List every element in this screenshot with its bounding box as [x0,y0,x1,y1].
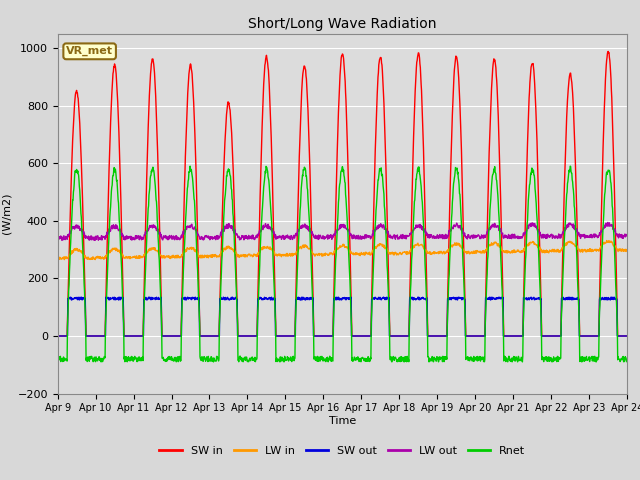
LW out [54,234,61,240]
Rnet [186,163,194,169]
SW out [54,333,61,339]
Rnet [431,355,439,361]
SW out [180,295,188,301]
X-axis label: Time: Time [329,416,356,426]
Rnet [244,358,252,364]
Rnet [54,355,61,360]
SW in [166,333,174,339]
Rnet [556,356,564,361]
LW in [244,252,252,258]
SW in [556,333,563,339]
LW in [180,249,188,254]
LW in [61,257,68,263]
LW in [603,238,611,243]
SW out [623,333,630,339]
LW in [556,249,563,255]
LW in [623,247,630,252]
LW in [167,255,175,261]
SW out [166,333,174,339]
SW out [244,333,252,339]
LW out [623,232,630,238]
Text: VR_met: VR_met [66,46,113,57]
Rnet [548,359,556,365]
SW in [244,333,252,339]
Rnet [166,356,174,361]
Y-axis label: (W/m2): (W/m2) [2,193,12,234]
LW in [431,249,439,255]
LW out [244,234,252,240]
Legend: SW in, LW in, SW out, LW out, Rnet: SW in, LW in, SW out, LW out, Rnet [155,441,530,460]
Rnet [623,359,630,364]
SW out [431,333,438,339]
LW in [506,249,513,254]
Line: LW in: LW in [58,240,627,260]
SW out [505,333,513,339]
SW out [565,294,573,300]
SW in [505,333,513,339]
LW in [54,256,61,262]
Rnet [180,247,188,253]
Line: SW in: SW in [58,51,627,336]
LW out [556,235,563,241]
SW in [623,333,630,339]
LW out [58,238,66,243]
LW out [506,235,513,241]
SW in [54,333,61,339]
SW out [556,333,563,339]
Line: LW out: LW out [58,222,627,240]
LW out [180,227,188,233]
LW out [431,234,439,240]
SW in [431,333,438,339]
Line: SW out: SW out [58,297,627,336]
Rnet [506,356,513,362]
SW in [604,48,612,54]
SW in [180,197,188,203]
LW out [604,219,612,225]
LW out [167,235,175,240]
Line: Rnet: Rnet [58,166,627,362]
Title: Short/Long Wave Radiation: Short/Long Wave Radiation [248,17,436,31]
